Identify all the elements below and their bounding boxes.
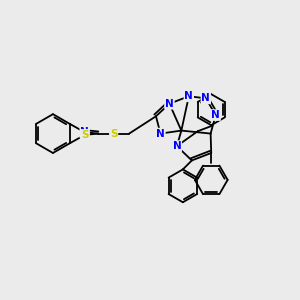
Text: N: N xyxy=(165,99,174,109)
Text: N: N xyxy=(211,110,220,120)
Text: S: S xyxy=(81,130,88,140)
Text: N: N xyxy=(156,129,165,139)
Text: N: N xyxy=(184,91,193,101)
Text: N: N xyxy=(202,93,210,103)
Text: N: N xyxy=(172,141,181,151)
Text: N: N xyxy=(80,127,89,137)
Text: S: S xyxy=(110,129,117,139)
